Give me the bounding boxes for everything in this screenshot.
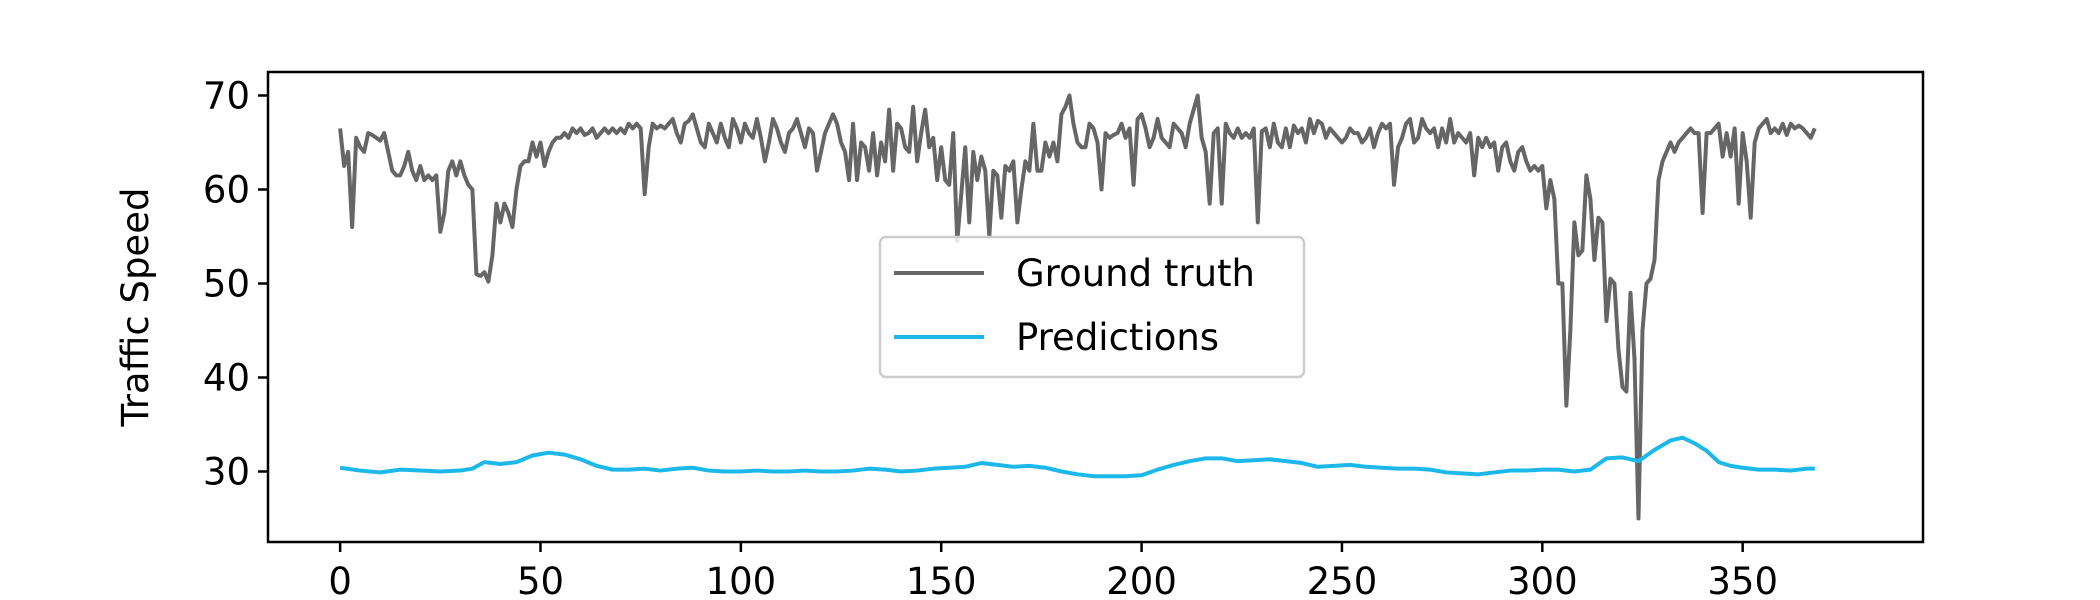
x-tick-label: 350 <box>1707 560 1778 600</box>
legend-label-ground-truth: Ground truth <box>1016 252 1255 295</box>
x-tick-label: 100 <box>706 560 777 600</box>
y-tick-label: 40 <box>203 357 250 400</box>
y-axis-label: Traffic Speed <box>114 188 157 428</box>
y-tick-label: 70 <box>203 75 250 118</box>
series-layer <box>338 93 1817 521</box>
y-tick-label: 50 <box>203 263 250 306</box>
x-tick-label: 150 <box>906 560 977 600</box>
legend-box <box>878 235 1306 379</box>
series-line-predictions <box>339 435 1815 479</box>
x-tick-label: 300 <box>1507 560 1578 600</box>
plot-frame <box>266 70 1925 544</box>
legend-label-predictions: Predictions <box>1016 316 1219 359</box>
x-axis: 0 50 100 150 200 250 300 350 <box>328 542 1778 600</box>
x-tick-label: 200 <box>1106 560 1177 600</box>
y-tick-label: 60 <box>203 169 250 212</box>
series-line-ground-truth <box>338 93 1817 521</box>
x-tick-label: 50 <box>517 560 564 600</box>
legend: Ground truth Predictions <box>878 235 1306 379</box>
y-axis: 30 40 50 60 70 <box>203 75 268 494</box>
y-tick-label: 30 <box>203 451 250 494</box>
x-tick-label: 250 <box>1307 560 1378 600</box>
x-tick-label: 0 <box>328 560 352 600</box>
